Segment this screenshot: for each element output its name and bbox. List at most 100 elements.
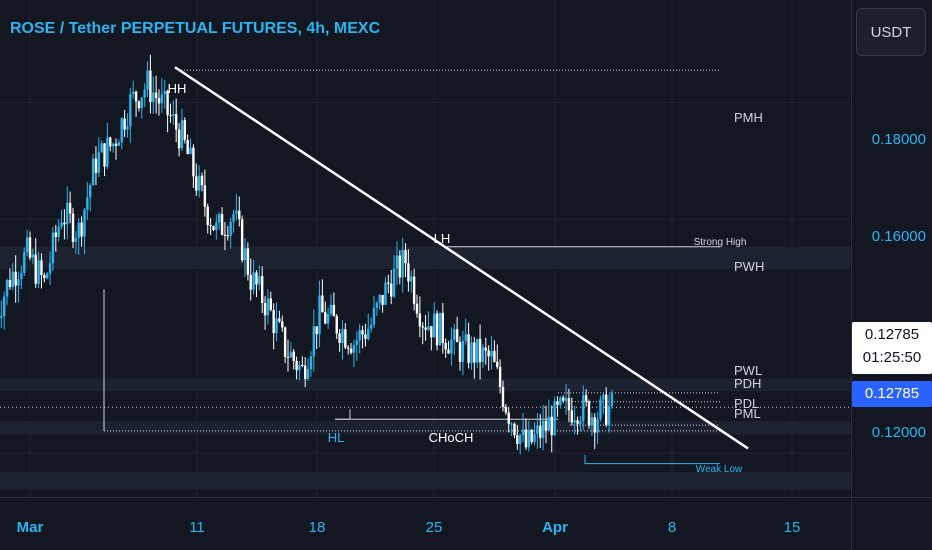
candle-body (418, 313, 422, 327)
candle-body (507, 412, 510, 424)
candle-body (605, 394, 608, 426)
candle-body (5, 280, 9, 297)
candle-body (137, 101, 141, 109)
currency-button[interactable]: USDT (856, 8, 926, 56)
candle-body (232, 213, 235, 222)
hl-bracket (335, 409, 351, 420)
candle-body (301, 364, 304, 366)
candle-body (126, 126, 129, 130)
candle-body (487, 350, 490, 357)
candle-body (387, 282, 390, 284)
candle-body (398, 255, 401, 278)
candle-body (172, 113, 175, 116)
candle-body (114, 143, 118, 146)
candle-body (533, 433, 536, 443)
candle-body (226, 235, 229, 237)
candle-body (25, 237, 29, 253)
candle-body (46, 273, 49, 279)
candle-body (152, 92, 155, 103)
candle-body (80, 222, 83, 237)
candle-body (352, 345, 356, 353)
candle-body (123, 118, 126, 130)
current-price-badge: 0.12785 (852, 381, 932, 407)
time-tick-label: Apr (542, 519, 568, 536)
candle-body (318, 295, 321, 335)
candle-body (450, 339, 453, 354)
candle-body (404, 249, 407, 264)
candle-body (407, 263, 410, 282)
candle-body (14, 271, 17, 286)
candle-body (28, 237, 32, 258)
candle-body (66, 202, 69, 225)
candle-body (593, 417, 596, 433)
candle-body (547, 416, 551, 431)
candle-body (154, 92, 158, 98)
candle-body (286, 356, 290, 358)
candle-body (438, 312, 442, 346)
candle-body (490, 350, 493, 357)
candle-body (266, 298, 270, 316)
candle-body (238, 210, 241, 220)
candle-body (550, 416, 553, 436)
candle-body (117, 142, 121, 146)
candle-body (573, 420, 576, 423)
candle-body (364, 334, 367, 339)
candle-body (570, 410, 573, 423)
candle-body (433, 313, 436, 338)
candle-body (590, 417, 594, 426)
candle-body (544, 420, 548, 431)
candle-body (324, 312, 327, 324)
price-tick-label: 0.18000 (871, 131, 926, 148)
candle-body (272, 309, 275, 334)
candle-body (424, 327, 427, 330)
annotation-lh: LH (434, 231, 451, 246)
candle-body (453, 329, 456, 340)
candle-body (332, 304, 336, 317)
candle-body (481, 347, 485, 363)
candle-body (68, 202, 72, 214)
last-price-value: 0.12785 (864, 326, 920, 343)
candle-body (275, 318, 278, 334)
candle-body (372, 307, 376, 325)
price-tick-label: 0.16000 (871, 228, 926, 245)
candle-body (263, 302, 267, 316)
candle-body (63, 222, 66, 225)
candle-body (120, 118, 123, 143)
candle-body (220, 213, 224, 235)
weak-low-line (584, 454, 720, 465)
candle-body (203, 185, 207, 207)
candle-body (54, 232, 57, 237)
candle-body (444, 342, 447, 350)
candle-body (415, 303, 419, 314)
candle-body (455, 329, 459, 343)
candle-body (246, 248, 250, 275)
candle-body (527, 429, 530, 448)
candle-body (281, 321, 284, 328)
candle-body (8, 280, 12, 288)
candle-body (395, 255, 399, 269)
candle-body (361, 330, 364, 335)
candle-body (183, 120, 186, 140)
candle-body (261, 276, 264, 303)
candle-body (209, 225, 212, 227)
candle-body (321, 295, 324, 313)
candle-body (602, 394, 605, 400)
bar-countdown: 01:25:50 (862, 349, 922, 366)
candle-body (292, 351, 295, 361)
candle-body (510, 423, 513, 425)
candle-body (567, 398, 571, 411)
candle-body (358, 330, 361, 341)
candle-body (326, 314, 330, 324)
candle-body (412, 276, 416, 304)
candle-body (375, 302, 379, 308)
candle-body (579, 421, 582, 424)
candle-body (369, 324, 373, 329)
candle-body (160, 94, 164, 104)
candle-body (74, 238, 78, 242)
candle-body (484, 347, 487, 351)
candle-body (109, 137, 112, 147)
candle-body (140, 97, 143, 109)
candle-body (381, 295, 384, 305)
candle-body (519, 435, 522, 444)
